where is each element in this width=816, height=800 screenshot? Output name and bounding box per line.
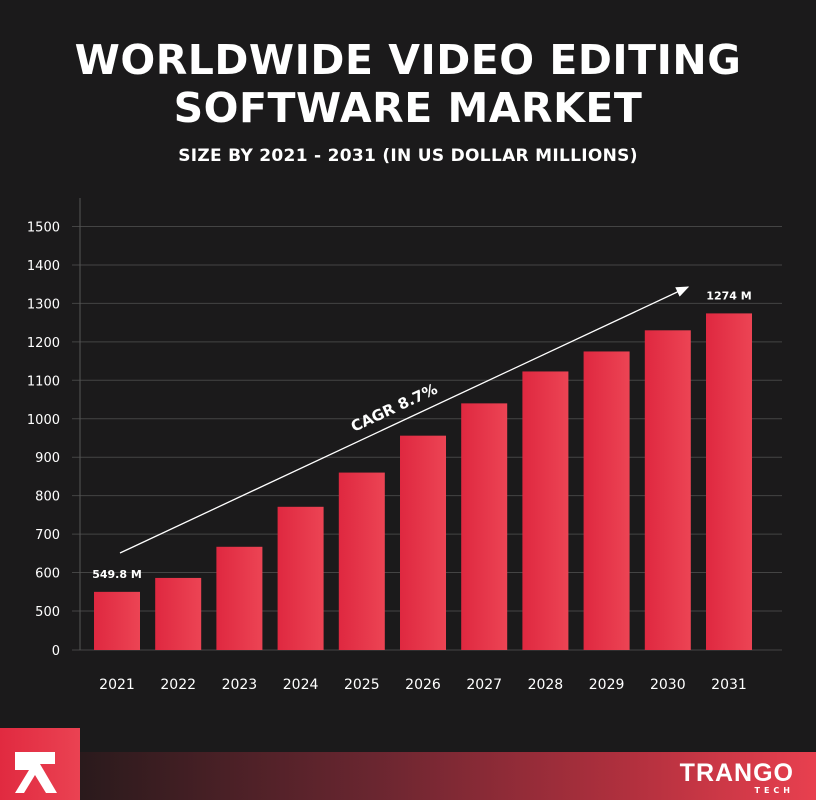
y-tick-label: 1200 [27, 336, 60, 351]
x-tick-label: 2022 [160, 677, 196, 693]
footer-bar [80, 752, 816, 800]
brand-name: TRANGO [679, 759, 794, 787]
bar [583, 351, 630, 650]
bar-chart: 0 500 600 700 800 900 1000 1100 1200 1300 1400 1500… [27, 198, 782, 693]
x-tick-label: 2028 [528, 677, 564, 693]
chart-title: WORLDWIDE VIDEO EDITING SOFTWARE MARKET [74, 36, 742, 132]
bar [706, 313, 752, 650]
bar [461, 403, 508, 650]
arrow-up-left-icon [15, 752, 57, 793]
x-tick-label: 2025 [344, 677, 380, 693]
y-tick-label: 1500 [27, 221, 60, 236]
x-tick-label: 2023 [222, 677, 258, 693]
x-tick-label: 2026 [405, 677, 441, 693]
logo [0, 728, 80, 800]
x-tick-label: 2024 [283, 677, 319, 693]
x-tick-label: 2030 [650, 677, 686, 693]
bar [216, 546, 263, 650]
cagr-annotation: CAGR 8.7% [348, 380, 440, 436]
cagr-arrow [119, 286, 690, 554]
bar [277, 506, 324, 650]
y-tick-label: 1000 [27, 413, 60, 428]
x-tick-label: 2027 [466, 677, 502, 693]
bar [338, 472, 385, 650]
data-label: 1274 M [706, 289, 751, 302]
bar [400, 435, 446, 650]
y-tick-label: 1100 [27, 374, 60, 389]
y-tick-label: 1400 [27, 259, 60, 274]
x-tick-label: 2031 [711, 677, 747, 693]
bar [94, 591, 140, 650]
y-tick-label: 500 [35, 605, 60, 620]
y-tick-label: 700 [35, 528, 60, 543]
bar [522, 371, 569, 650]
y-tick-label: 0 [52, 644, 60, 659]
y-tick-label: 1300 [27, 297, 60, 312]
brand-sub: TECH [754, 786, 794, 795]
y-tick-label: 900 [35, 451, 60, 466]
y-tick-label: 800 [35, 490, 60, 505]
y-tick-label: 600 [35, 567, 60, 582]
bar [155, 577, 202, 650]
x-tick-label: 2029 [589, 677, 625, 693]
chart-subtitle: SIZE BY 2021 - 2031 (IN US DOLLAR MILLIO… [178, 146, 638, 166]
data-label: 549.8 M [92, 568, 142, 581]
brand-logo: TRANGO TECH [680, 760, 794, 796]
x-tick-label: 2021 [99, 677, 135, 693]
bar [644, 330, 691, 650]
